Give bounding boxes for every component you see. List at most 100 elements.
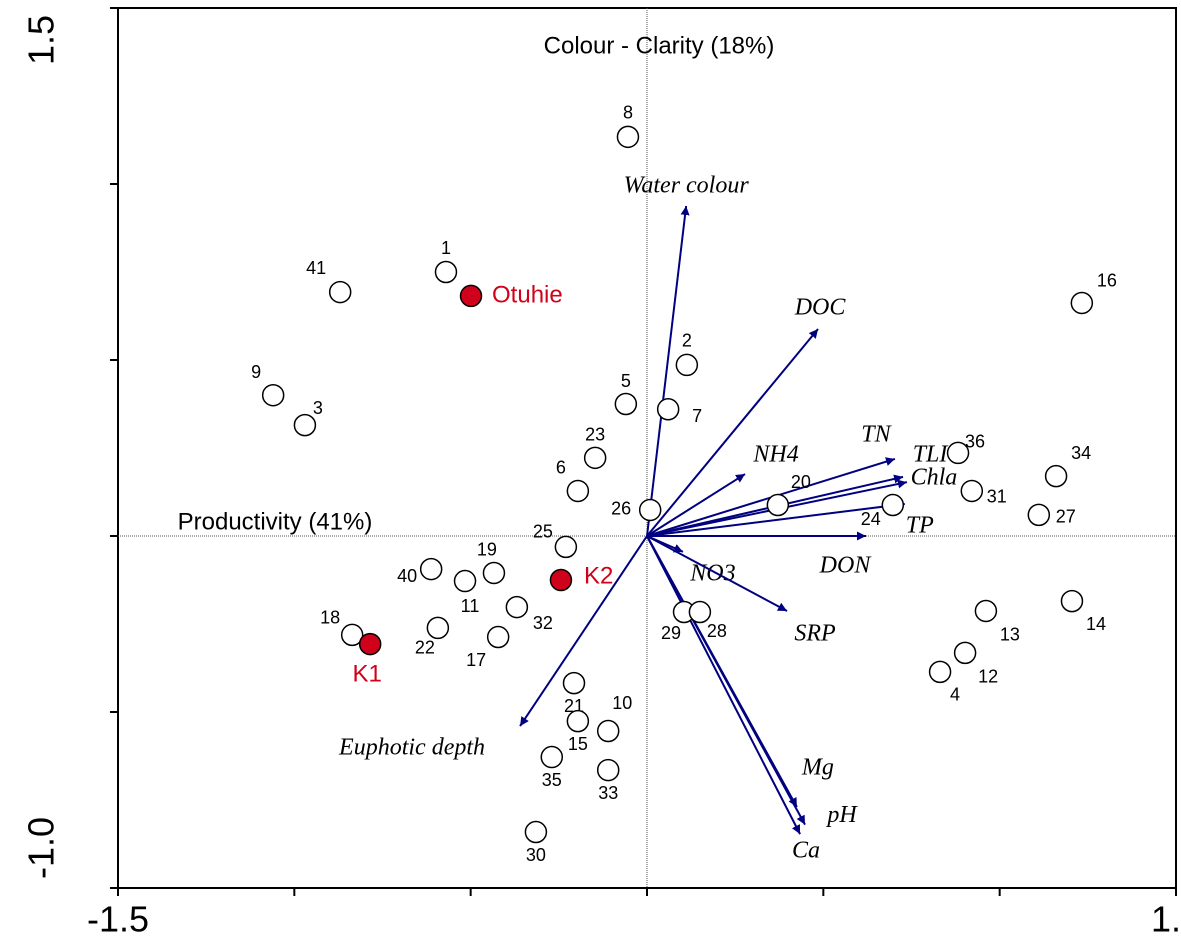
sample-point: [486, 625, 510, 649]
y-tick-label: 1.5: [21, 15, 62, 65]
point-label: 33: [598, 783, 618, 803]
vector-arrow: [646, 328, 819, 537]
point-label: 35: [542, 770, 562, 790]
point-label: 1: [441, 238, 451, 258]
x-tick-label: -1.5: [87, 899, 149, 940]
sample-point: [328, 280, 352, 304]
point-label: 18: [320, 608, 340, 628]
sample-point: [596, 758, 620, 782]
sample-point: [596, 719, 620, 743]
point-label: 3: [313, 398, 323, 418]
point-label: 32: [533, 613, 553, 633]
vector-label: Ca: [792, 838, 820, 864]
vector-arrow: [646, 535, 806, 826]
sample-point: [554, 535, 578, 559]
point-label: 5: [621, 371, 631, 391]
y-tick-label: -1.0: [21, 817, 62, 879]
point-label: 20: [791, 472, 811, 492]
point-label: 34: [1071, 443, 1091, 463]
sample-point: [340, 623, 364, 647]
sample-point: [419, 557, 443, 581]
sample-point: [426, 616, 450, 640]
point-label: 41: [306, 258, 326, 278]
point-label: 15: [568, 734, 588, 754]
point-label: 19: [477, 540, 497, 560]
sample-point: [946, 441, 970, 465]
vector-label: pH: [825, 802, 858, 828]
sample-point: [656, 398, 680, 421]
sample-point: [960, 479, 984, 503]
y-axis-note: Colour - Clarity (18%): [544, 32, 775, 59]
sample-point: [1070, 291, 1094, 315]
point-label: 8: [623, 103, 633, 123]
point-label: 31: [987, 487, 1007, 507]
vector-label: Chla: [911, 465, 958, 491]
point-label: 10: [612, 693, 632, 713]
sample-point: [524, 820, 548, 844]
sample-point: [1060, 589, 1084, 613]
point-label: 29: [661, 623, 681, 643]
point-label: 2: [682, 331, 692, 351]
vector-label: TN: [861, 421, 892, 447]
point-label: 17: [466, 650, 486, 670]
vector-arrow: [646, 473, 746, 537]
x-tick-label: 1.5: [1151, 899, 1181, 940]
point-label: 11: [461, 596, 480, 616]
vector-label: Euphotic depth: [338, 735, 485, 761]
point-label: 23: [585, 425, 605, 445]
site-label: Otuhie: [492, 281, 563, 308]
site-label: K2: [584, 562, 613, 589]
sample-point: [562, 671, 586, 695]
sample-point: [974, 599, 998, 623]
sample-point: [1044, 464, 1068, 488]
sample-point: [614, 392, 638, 416]
point-label: 25: [533, 522, 553, 542]
point-label: 24: [861, 509, 881, 529]
sample-point: [675, 353, 699, 377]
vector-label: TP: [906, 512, 934, 538]
sample-point: [953, 641, 977, 665]
vector-label: DOC: [794, 295, 847, 321]
point-label: 22: [415, 638, 435, 658]
point-label: 6: [556, 458, 566, 478]
vector-arrow: [519, 535, 648, 727]
vector-label: TLI: [913, 441, 949, 467]
sample-point: [928, 660, 952, 684]
vector-label: Mg: [801, 755, 834, 781]
vector-label: NH4: [752, 442, 798, 468]
vector-arrow: [646, 205, 690, 537]
vector-label: Water colour: [624, 173, 750, 199]
vector-arrow: [646, 535, 788, 612]
vector-arrow: [646, 500, 905, 537]
site-point: [358, 632, 382, 656]
point-label: 27: [1056, 507, 1076, 527]
sample-point: [566, 479, 590, 503]
point-label: 26: [611, 499, 631, 519]
sample-point: [261, 383, 285, 407]
site-label: K1: [352, 660, 381, 687]
sample-point: [453, 569, 477, 593]
vector-arrow: [646, 535, 801, 835]
sample-point: [566, 709, 590, 733]
sample-point: [638, 498, 662, 522]
x-axis-note: Productivity (41%): [178, 508, 373, 535]
point-label: 30: [526, 845, 546, 865]
sample-point: [505, 595, 529, 619]
sample-point: [616, 125, 640, 149]
sample-point: [1027, 503, 1051, 527]
point-label: 13: [1000, 625, 1020, 645]
sample-point: [583, 446, 607, 470]
point-label: 4: [950, 685, 960, 705]
point-label: 7: [692, 406, 702, 426]
point-label: 36: [965, 432, 985, 452]
vector-label: DON: [819, 553, 873, 579]
point-label: 40: [397, 566, 417, 586]
sample-point: [540, 745, 564, 769]
point-label: 14: [1086, 614, 1106, 634]
point-label: 16: [1097, 271, 1117, 291]
sample-point: [766, 493, 790, 517]
vector-label: NO3: [689, 560, 735, 586]
sample-point: [434, 260, 458, 284]
sample-point: [881, 493, 905, 517]
